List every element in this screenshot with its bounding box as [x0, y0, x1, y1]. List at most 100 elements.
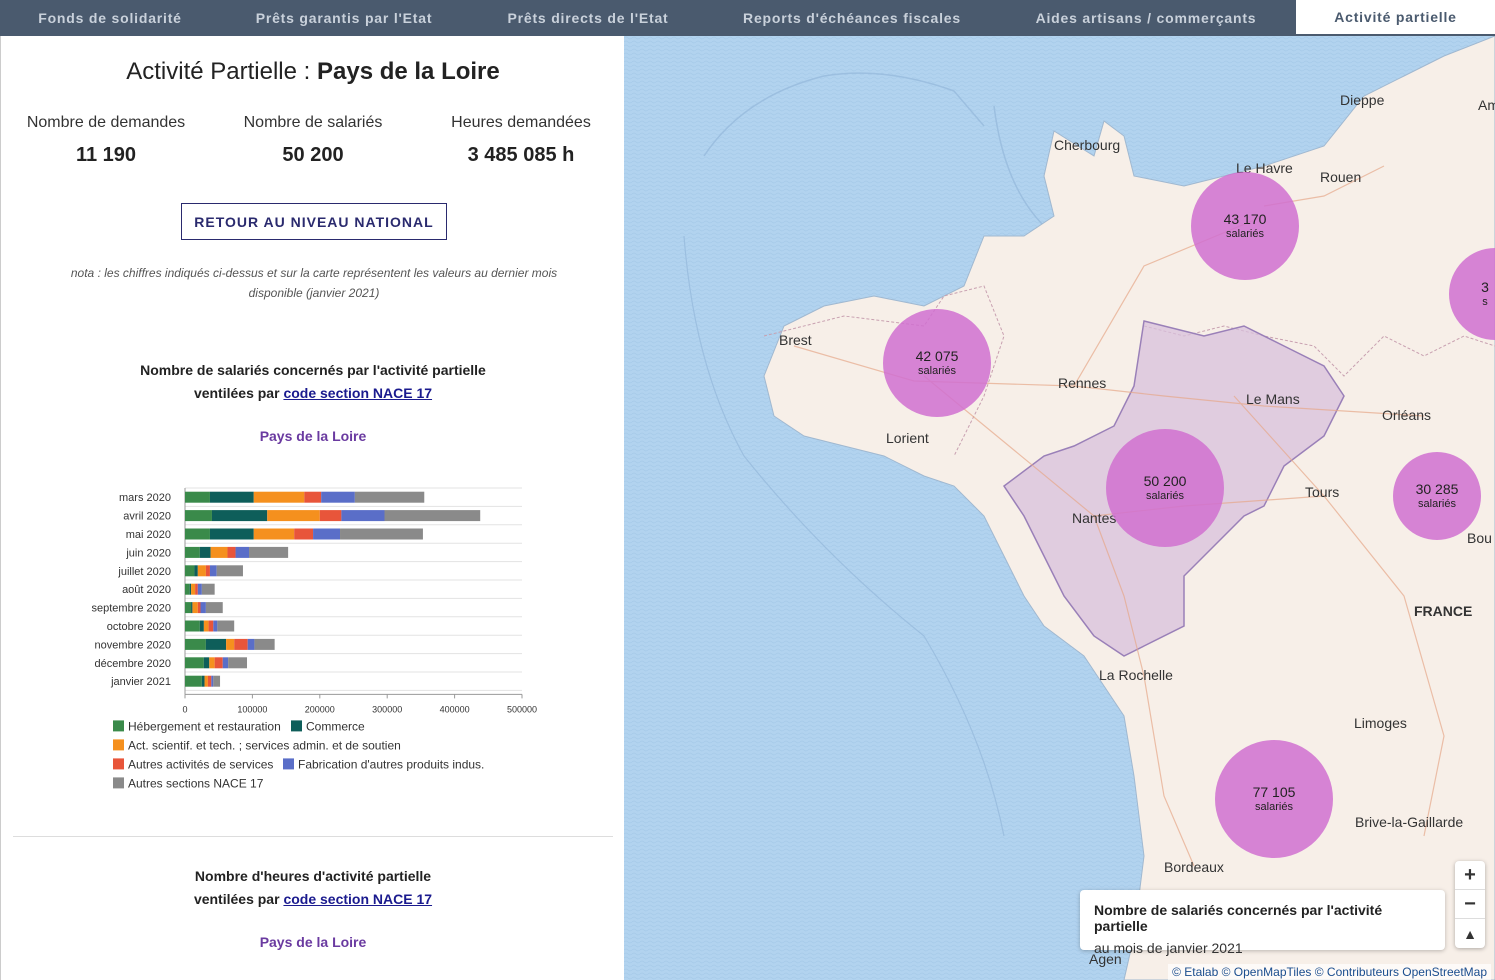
category-label: avril 2020: [123, 511, 171, 523]
bar-segment: [267, 510, 320, 522]
legend-swatch: [283, 758, 294, 770]
bar-segment: [211, 675, 214, 687]
legend-label: Autres sections NACE 17: [128, 776, 264, 790]
city-label: Amie: [1478, 97, 1495, 113]
reset-north-button[interactable]: ▲: [1463, 925, 1477, 942]
tab-0[interactable]: Fonds de solidarité: [38, 10, 182, 26]
bubble-value: 50 200: [1144, 473, 1187, 489]
bar-segment: [254, 638, 275, 650]
tab-3[interactable]: Reports d'échéances fiscales: [743, 10, 961, 26]
bar-segment: [185, 583, 190, 595]
bubble-value: 43 170: [1224, 211, 1267, 227]
bar-segment: [205, 565, 210, 577]
region-bubble[interactable]: [1393, 452, 1481, 540]
region-bubble[interactable]: [1215, 740, 1333, 858]
bar-segment: [216, 565, 243, 577]
bar-segment: [384, 510, 481, 522]
bar-segment: [341, 510, 385, 522]
category-label: août 2020: [122, 584, 171, 596]
legend-subtitle: au mois de janvier 2021: [1094, 940, 1243, 956]
hours-title-line1: Nombre d'heures d'activité partielle: [194, 868, 432, 884]
top-navigation: Fonds de solidarité Prêts garantis par l'…: [0, 0, 1495, 36]
bar-segment: [195, 583, 198, 595]
bar-segment: [213, 675, 221, 687]
bar-segment: [211, 510, 268, 522]
bar-segment: [185, 491, 210, 503]
stat-heures: Heures demandées 3 485 085 h: [421, 114, 621, 167]
attribution-osm[interactable]: © Contributeurs OpenStreetMap: [1314, 965, 1487, 979]
city-label: Brest: [779, 332, 812, 348]
bar-segment: [197, 583, 202, 595]
map-legend: Nombre de salariés concernés par l'activ…: [1080, 890, 1445, 956]
zoom-in-button[interactable]: +: [1455, 861, 1485, 890]
hours-section-title: Nombre d'heures d'activité partielle ven…: [1, 865, 624, 911]
road: [1233, 395, 1445, 837]
tab-5[interactable]: Activité partielle: [1296, 0, 1495, 36]
region-bubble[interactable]: [1449, 248, 1495, 340]
region-bubble[interactable]: [883, 309, 991, 417]
page-title: Activité Partielle : Pays de la Loire: [126, 58, 500, 85]
bar-segment: [249, 546, 289, 558]
category-label: mars 2020: [119, 492, 171, 504]
x-tick-label: 100000: [237, 704, 267, 714]
stat-value: 50 200: [282, 144, 344, 166]
region-bubble[interactable]: [1191, 172, 1299, 280]
nace-link[interactable]: code section NACE 17: [283, 891, 433, 907]
bar-segment: [247, 638, 255, 650]
bar-segment: [294, 528, 314, 540]
bubble-unit: salariés: [1226, 228, 1264, 240]
zoom-out-button[interactable]: −: [1455, 890, 1485, 919]
map-canvas[interactable]: Dieppe Amie Cherbourg Le Havre Rouen Brest Ren…: [624, 36, 1495, 980]
chart-title-line1: Nombre de salariés concernés par l'activ…: [140, 362, 486, 378]
legend-label: Act. scientif. et tech. ; services admin…: [128, 738, 401, 752]
bar-segment: [227, 546, 236, 558]
legend-swatch: [113, 720, 124, 732]
chart-title-line2: ventilées par code section NACE 17: [193, 385, 433, 401]
tab-4[interactable]: Aides artisans / commerçants: [1035, 10, 1257, 26]
region-bubble[interactable]: [1106, 429, 1224, 547]
region-boundary: [763, 285, 1005, 457]
back-to-national-button[interactable]: RETOUR AU NIVEAU NATIONAL: [181, 203, 447, 240]
stacked-bar-chart: mars 2020 avril 2020 mai 2020 juin 2020 juil…: [92, 487, 537, 790]
bubble-value: 42 075: [916, 348, 959, 364]
bar-segment: [234, 638, 248, 650]
city-label: Rennes: [1058, 375, 1106, 391]
stat-salaries: Nombre de salariés 50 200: [213, 114, 413, 167]
bubble-unit: salariés: [1255, 801, 1293, 813]
bar-segment: [222, 657, 229, 669]
hours-title-line2: ventilées par code section NACE 17: [193, 891, 433, 907]
bar-segment: [185, 528, 210, 540]
bar-segment: [226, 638, 235, 650]
stat-label: Heures demandées: [451, 114, 591, 131]
city-label: Tours: [1305, 484, 1339, 500]
bar-segment: [354, 491, 425, 503]
stat-value: 11 190: [75, 144, 137, 166]
city-label: La Rochelle: [1099, 667, 1173, 683]
chart-section-title: Nombre de salariés concernés par l'activ…: [1, 359, 624, 405]
hours-region-label: Pays de la Loire: [259, 934, 367, 950]
x-tick-label: 500000: [507, 704, 537, 714]
bar-segment: [321, 491, 355, 503]
bar-segment: [199, 546, 211, 558]
tab-1[interactable]: Prêts garantis par l'Etat: [255, 10, 433, 26]
stat-label: Nombre de salariés: [243, 114, 383, 131]
bar-segment: [185, 675, 202, 687]
bar-segment: [208, 620, 214, 632]
nace-link[interactable]: code section NACE 17: [283, 385, 433, 401]
legend-swatch: [113, 777, 124, 789]
bar-segment: [185, 657, 204, 669]
city-label: Le Mans: [1246, 391, 1300, 407]
bubble-value: 30 285: [1416, 481, 1459, 497]
bar-segment: [304, 491, 322, 503]
attribution-openmaptiles[interactable]: © OpenMapTiles: [1221, 965, 1312, 979]
attribution-etalab[interactable]: © Etalab: [1172, 965, 1219, 979]
bar-segment: [203, 657, 210, 669]
city-label: Nantes: [1072, 510, 1116, 526]
maritime-boundary: [703, 72, 985, 157]
bar-segment: [319, 510, 342, 522]
divider: [13, 836, 613, 837]
bar-segment: [191, 583, 196, 595]
map-view[interactable]: Dieppe Amie Cherbourg Le Havre Rouen Brest Ren…: [624, 36, 1495, 980]
category-label: décembre 2020: [95, 658, 171, 670]
tab-2[interactable]: Prêts directs de l'Etat: [507, 10, 669, 26]
